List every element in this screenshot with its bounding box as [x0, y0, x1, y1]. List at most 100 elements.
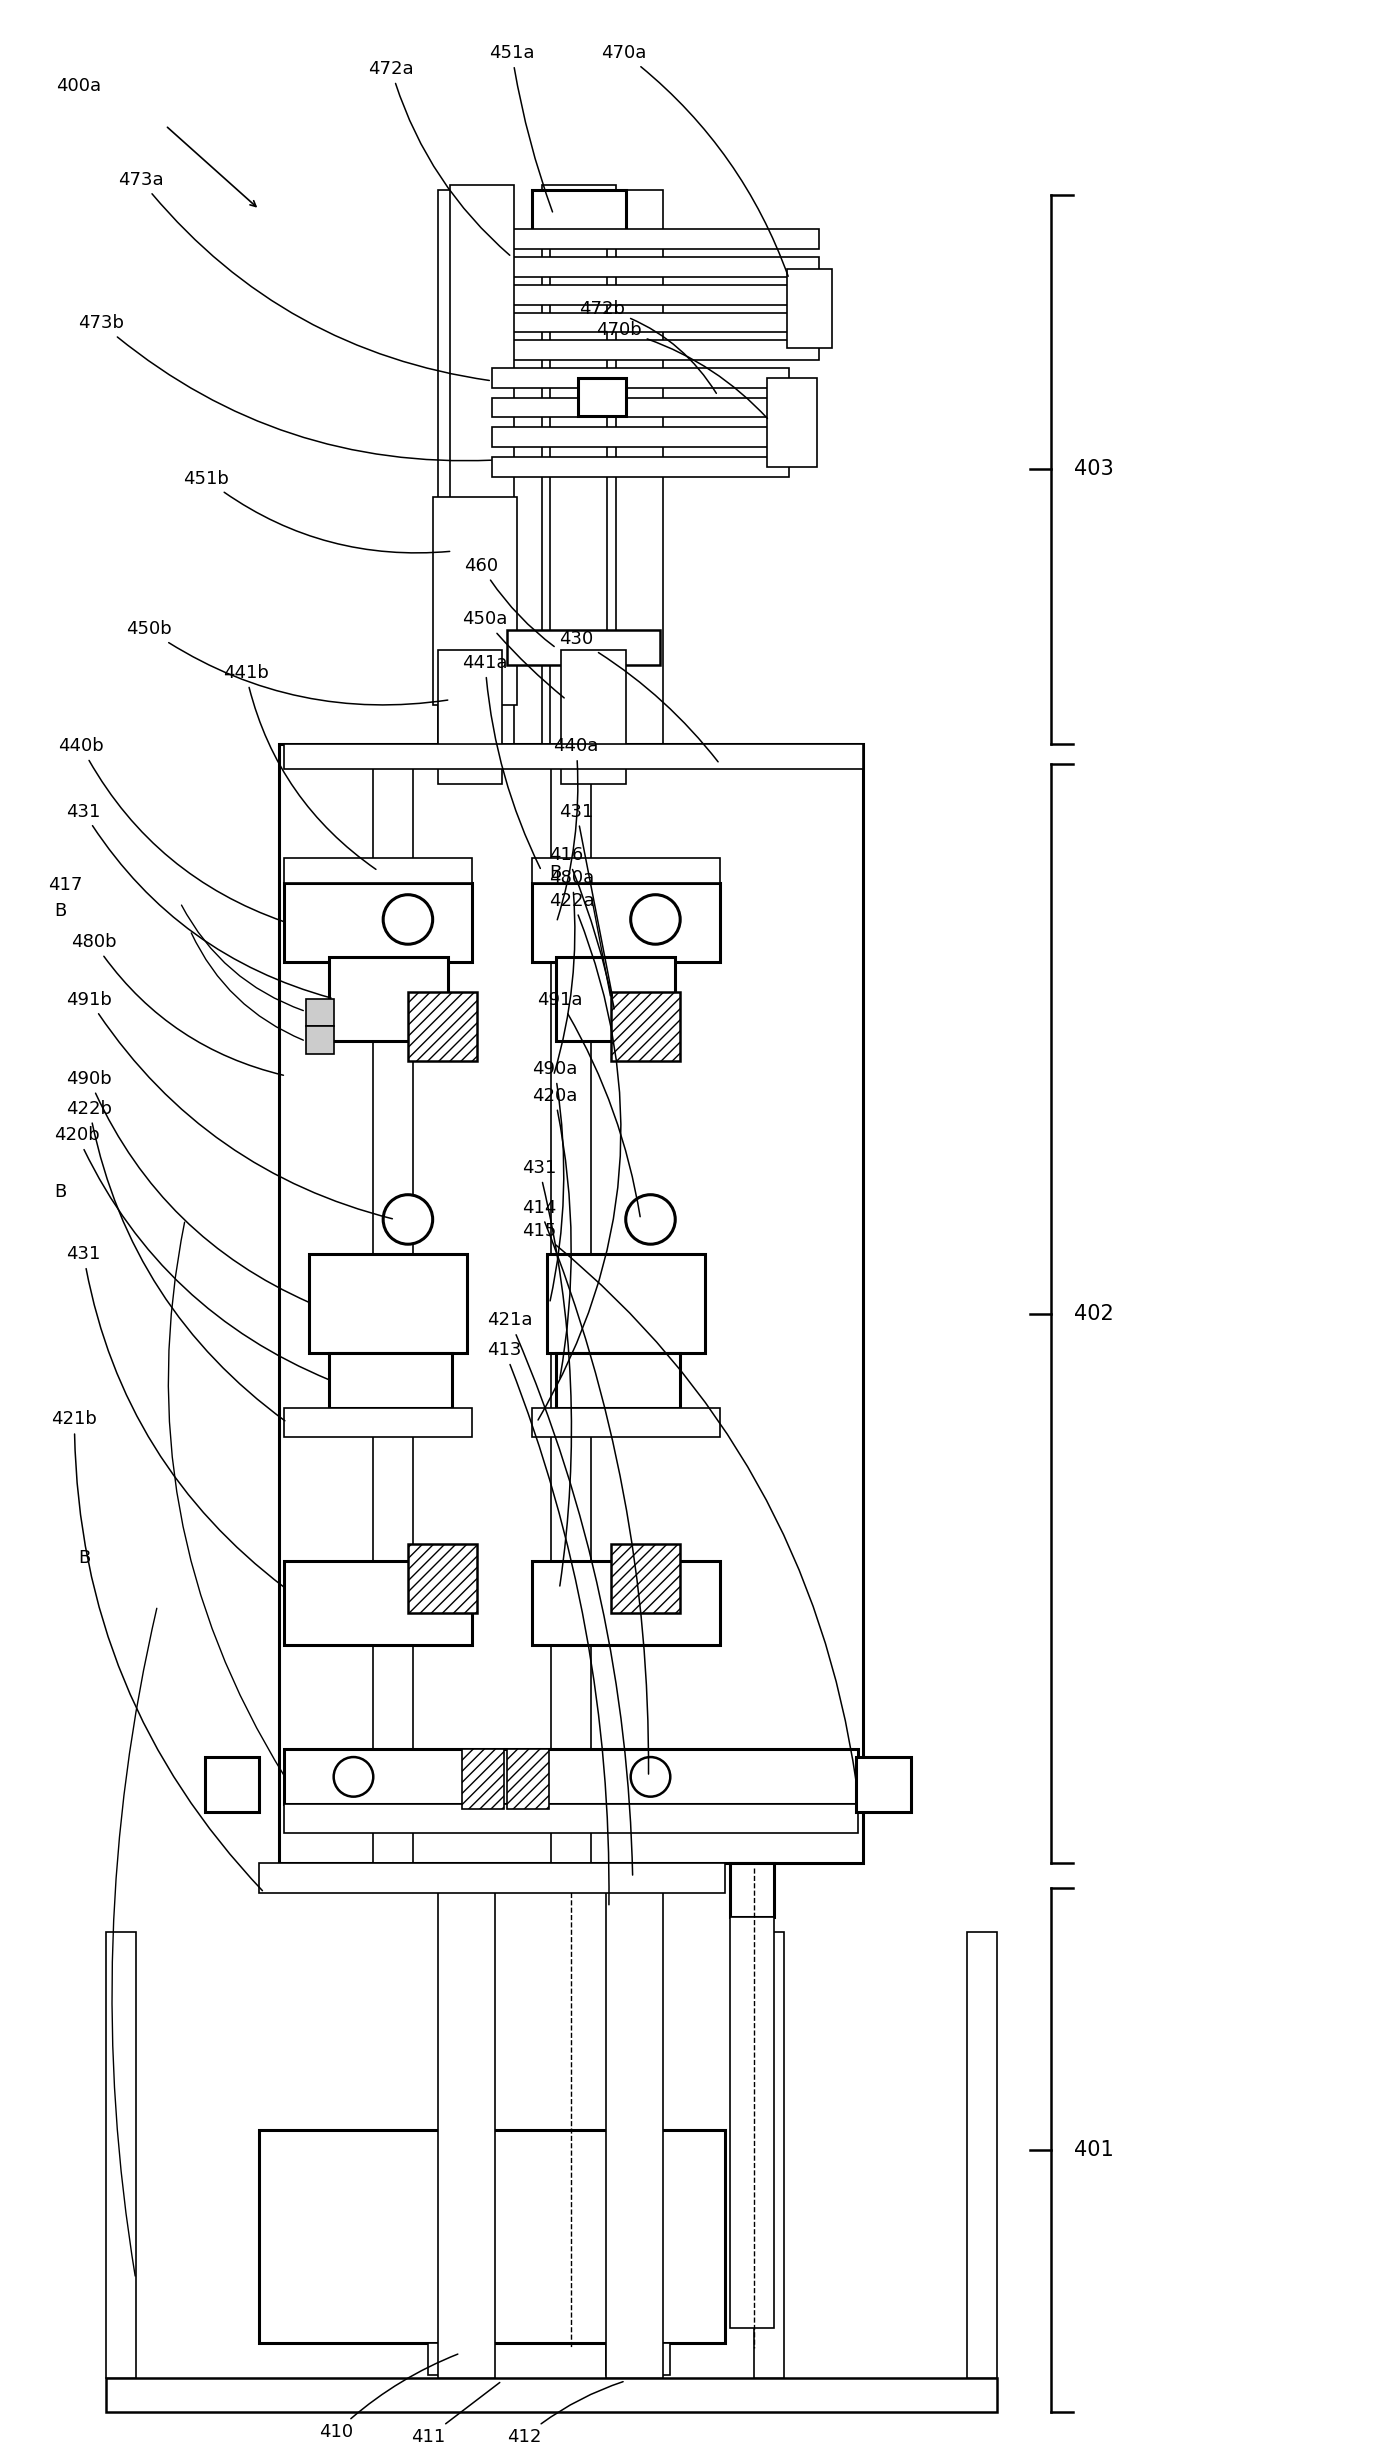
- Bar: [611, 991, 680, 1060]
- Bar: [284, 1562, 473, 1646]
- Text: 431: 431: [560, 802, 613, 996]
- Circle shape: [631, 895, 680, 945]
- Bar: [483, 339, 818, 359]
- Bar: [730, 1916, 774, 2327]
- Bar: [284, 1749, 859, 1803]
- Bar: [788, 268, 831, 349]
- Bar: [483, 285, 818, 305]
- Text: 411: 411: [411, 2381, 499, 2445]
- Text: 421a: 421a: [487, 1311, 632, 1875]
- Text: 415: 415: [522, 1223, 856, 1781]
- Text: 410: 410: [319, 2354, 457, 2440]
- Text: 450b: 450b: [126, 620, 448, 706]
- Text: 460: 460: [464, 556, 554, 647]
- Bar: [532, 859, 720, 883]
- Bar: [492, 428, 789, 448]
- Circle shape: [625, 1196, 676, 1245]
- Text: 403: 403: [1074, 460, 1114, 480]
- Bar: [506, 1749, 548, 1808]
- Bar: [483, 312, 818, 332]
- Text: 480b: 480b: [71, 932, 284, 1075]
- Text: 470b: 470b: [596, 322, 768, 418]
- Text: 431: 431: [66, 802, 332, 999]
- Bar: [611, 1545, 680, 1614]
- Bar: [483, 258, 818, 278]
- Bar: [550, 192, 607, 745]
- Text: 472b: 472b: [579, 300, 716, 394]
- Bar: [578, 379, 625, 416]
- Bar: [754, 1931, 785, 2379]
- Bar: [284, 1803, 859, 1833]
- Text: B: B: [78, 1550, 91, 1567]
- Bar: [606, 189, 663, 2379]
- Text: 490a: 490a: [532, 1060, 576, 1301]
- Text: 472a: 472a: [368, 59, 509, 256]
- Bar: [280, 745, 863, 1862]
- Bar: [259, 2130, 725, 2344]
- Text: 451a: 451a: [490, 44, 553, 212]
- Bar: [284, 1407, 473, 1437]
- Text: 431: 431: [66, 1245, 284, 1587]
- Bar: [606, 2344, 670, 2374]
- Text: 416: 416: [550, 846, 614, 1009]
- Text: 491b: 491b: [66, 991, 392, 1218]
- Text: 420a: 420a: [532, 1087, 576, 1378]
- Text: 430: 430: [560, 630, 718, 763]
- Bar: [432, 497, 516, 704]
- Text: B: B: [55, 1183, 67, 1200]
- Text: 440a: 440a: [554, 738, 599, 920]
- Text: 412: 412: [506, 2381, 623, 2445]
- Bar: [532, 1407, 720, 1437]
- Bar: [532, 1562, 720, 1646]
- Bar: [438, 649, 502, 785]
- Bar: [557, 1353, 680, 1407]
- Text: 420b: 420b: [55, 1127, 329, 1380]
- Bar: [483, 229, 818, 248]
- Text: 480a: 480a: [550, 868, 595, 1073]
- Bar: [557, 957, 676, 1041]
- Circle shape: [383, 895, 432, 945]
- Bar: [438, 189, 495, 2379]
- Bar: [309, 1255, 467, 1353]
- Text: 470a: 470a: [602, 44, 788, 276]
- Text: 417: 417: [49, 876, 83, 893]
- Text: 451b: 451b: [183, 470, 449, 554]
- Bar: [541, 184, 616, 745]
- Bar: [967, 1931, 997, 2379]
- Bar: [730, 1862, 774, 1916]
- Bar: [306, 1026, 334, 1053]
- Bar: [259, 1862, 725, 1892]
- Text: 400a: 400a: [56, 76, 102, 96]
- Text: 422b: 422b: [66, 1100, 285, 1422]
- Text: 491a: 491a: [537, 991, 641, 1218]
- Bar: [506, 630, 660, 664]
- Bar: [492, 399, 789, 418]
- Bar: [463, 1749, 504, 1808]
- Circle shape: [631, 1756, 670, 1796]
- Text: 450a: 450a: [463, 610, 564, 699]
- Bar: [547, 1255, 705, 1353]
- Bar: [532, 189, 625, 239]
- Text: B: B: [550, 863, 562, 883]
- Bar: [428, 2344, 492, 2374]
- Bar: [329, 957, 448, 1041]
- Text: 421b: 421b: [52, 1410, 263, 1892]
- Text: 413: 413: [487, 1341, 609, 1904]
- Text: 441a: 441a: [463, 654, 540, 868]
- Bar: [206, 1756, 259, 1811]
- Bar: [374, 745, 413, 1862]
- Bar: [284, 883, 473, 962]
- Bar: [449, 184, 513, 745]
- Text: 473a: 473a: [118, 170, 490, 381]
- Text: 402: 402: [1074, 1304, 1114, 1323]
- Bar: [329, 1353, 452, 1407]
- Bar: [492, 369, 789, 389]
- Text: 401: 401: [1074, 2140, 1114, 2160]
- Bar: [284, 859, 473, 883]
- Bar: [492, 458, 789, 477]
- Text: 414: 414: [522, 1198, 649, 1774]
- Text: 441b: 441b: [222, 664, 376, 868]
- Text: 490b: 490b: [66, 1070, 309, 1301]
- Bar: [306, 999, 334, 1026]
- Bar: [856, 1756, 911, 1811]
